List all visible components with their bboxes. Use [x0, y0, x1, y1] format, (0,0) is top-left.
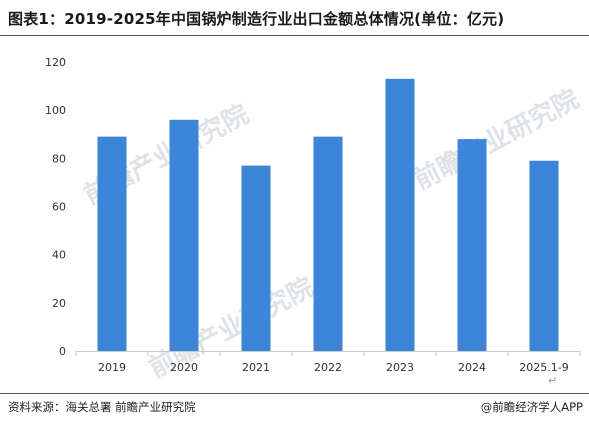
bars: [97, 78, 559, 351]
title-rule: [0, 35, 589, 36]
paragraph-mark: ↵: [548, 374, 558, 387]
y-tick-label: 80: [52, 152, 66, 165]
chart-title: 图表1：2019-2025年中国锅炉制造行业出口金额总体情况(单位：亿元): [8, 10, 505, 28]
footer-rule: [0, 393, 589, 394]
credit-note: @前瞻经济学人APP: [480, 400, 583, 414]
x-tick-label: 2025.1-9: [519, 361, 568, 374]
y-tick-label: 0: [59, 345, 66, 358]
x-tick-label: 2020: [170, 361, 198, 374]
x-tick-label: 2019: [98, 361, 126, 374]
source-note: 资料来源：海关总署 前瞻产业研究院: [8, 400, 196, 414]
y-tick-label: 120: [45, 56, 66, 69]
bar-2024: [457, 139, 487, 351]
bar-2019: [97, 136, 127, 351]
y-tick-label: 60: [52, 201, 66, 214]
x-tick-label: 2021: [242, 361, 270, 374]
y-tick-label: 20: [52, 297, 66, 310]
bar-2023: [385, 78, 415, 351]
x-tick-label: 2023: [386, 361, 414, 374]
y-axis: 0 20 40 60 80 100 120: [45, 56, 66, 358]
y-tick-label: 100: [45, 104, 66, 117]
y-tick-label: 40: [52, 249, 66, 262]
bar-2020: [169, 119, 199, 351]
bar-2022: [313, 136, 343, 351]
bar-2025.1-9: [529, 160, 559, 351]
bar-2021: [241, 165, 271, 351]
x-tick-label: 2022: [314, 361, 342, 374]
x-axis: 2019 2020 2021 2022 2023 2024 2025.1-9: [75, 351, 581, 374]
x-tick-label: 2024: [458, 361, 486, 374]
